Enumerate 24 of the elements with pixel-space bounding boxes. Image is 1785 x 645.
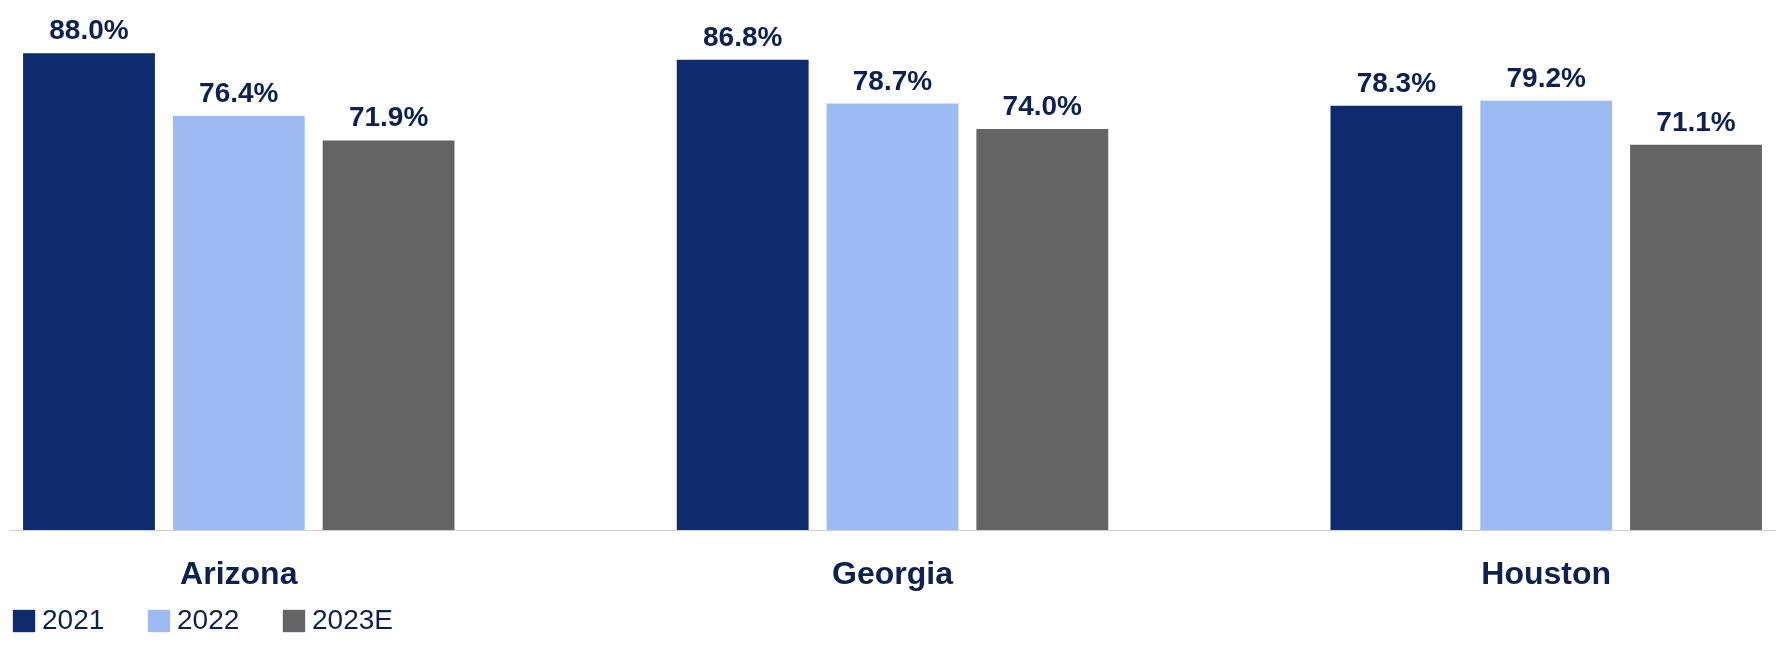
bar: [172, 116, 305, 530]
bar: [826, 103, 959, 530]
bar: [1630, 144, 1762, 530]
legend-label: 2023E: [312, 604, 393, 635]
data-label: 71.9%: [348, 101, 429, 133]
legend-label: 2021: [42, 604, 105, 635]
data-label: 88.0%: [49, 14, 129, 46]
data-label: 71.1%: [1656, 105, 1736, 137]
x-tick-label: Arizona: [180, 554, 298, 591]
bar: [676, 59, 809, 530]
data-label: 78.3%: [1356, 66, 1437, 98]
data-label: 78.7%: [852, 64, 933, 96]
x-tick-label: Houston: [1481, 554, 1612, 591]
bar: [322, 140, 455, 530]
data-label: 86.8%: [702, 20, 783, 52]
bar: [23, 53, 155, 530]
bar: [1330, 105, 1463, 530]
data-label: 76.4%: [199, 77, 279, 109]
bar: [976, 129, 1109, 530]
data-label: 74.0%: [1002, 90, 1083, 122]
legend-label: 2022: [177, 604, 240, 635]
data-label: 79.2%: [1506, 61, 1586, 93]
bar: [1480, 100, 1613, 530]
x-tick-label: Georgia: [832, 554, 954, 591]
